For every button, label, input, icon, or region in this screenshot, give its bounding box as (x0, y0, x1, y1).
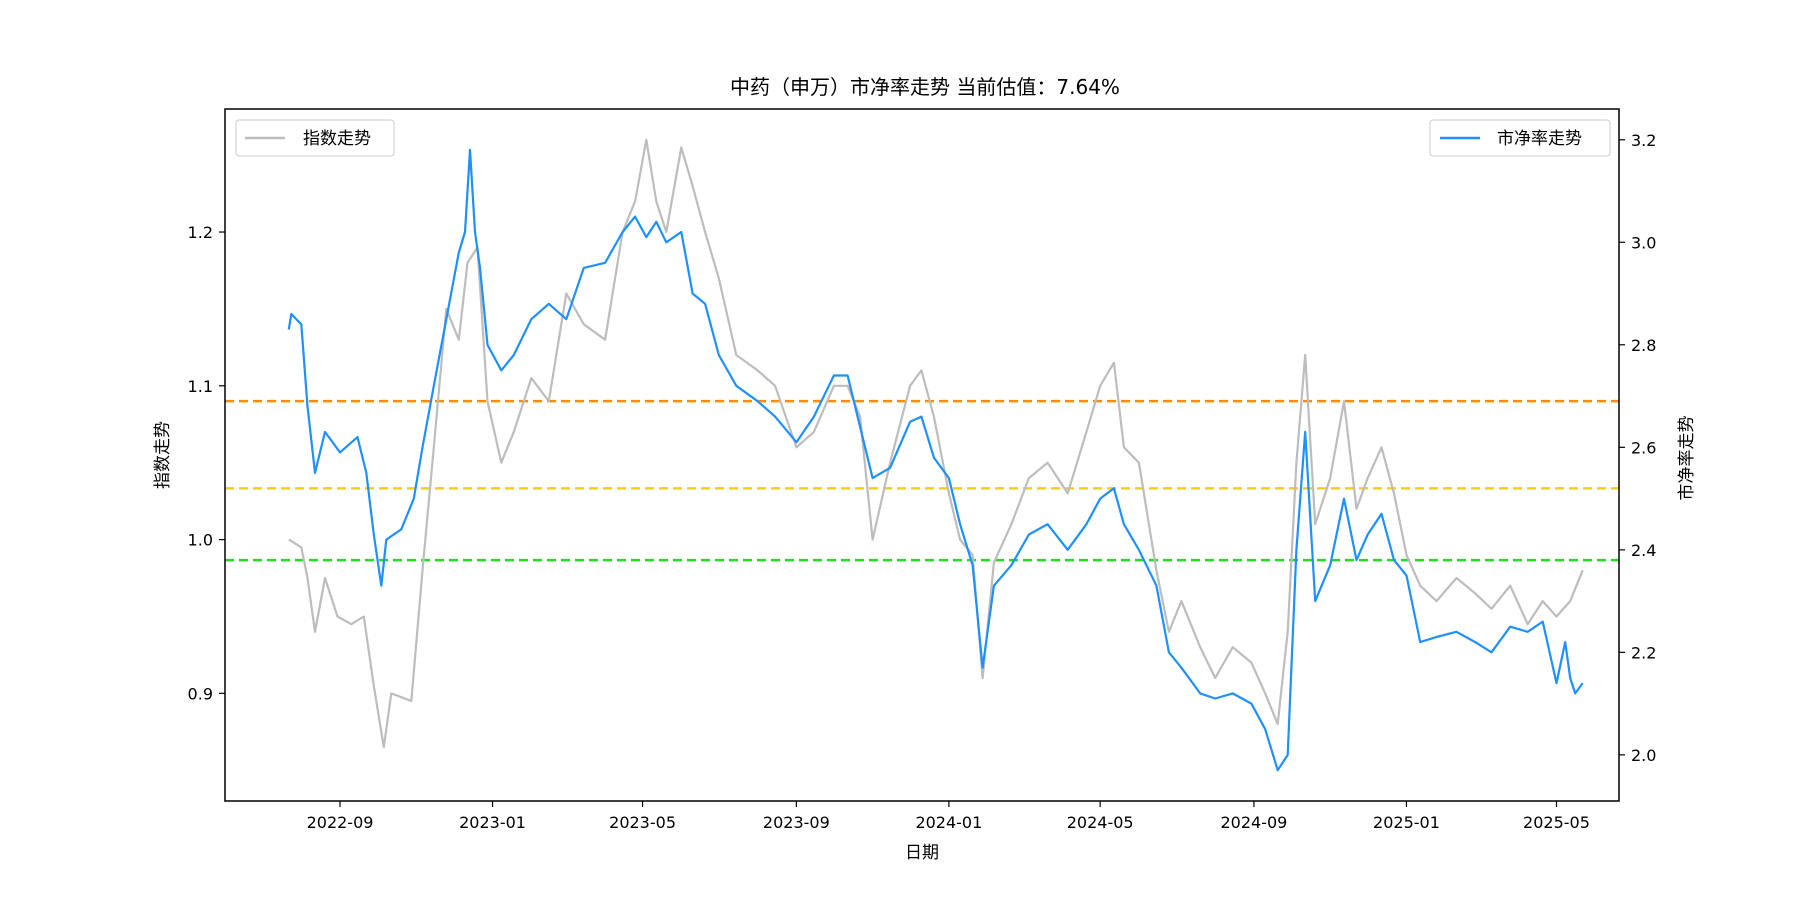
pb-series (287, 148, 1584, 772)
y-right-tick-label: 3.0 (1631, 233, 1656, 252)
y-right-tick-label: 2.8 (1631, 336, 1656, 355)
legend-right-label: 市净率走势 (1497, 129, 1582, 149)
index-series (288, 138, 1584, 749)
legend-right: 市净率走势 (1429, 119, 1611, 157)
legend-left-label: 指数走势 (303, 129, 371, 149)
series-line-index (288, 138, 1584, 749)
x-tick-label: 2023-09 (763, 813, 830, 832)
y-axis-left-title: 指数走势 (153, 421, 173, 489)
series-line-pb (287, 148, 1584, 772)
chart-title: 中药（申万）市净率走势 当前估值：7.64% (730, 75, 1120, 99)
plot-frame (224, 108, 1620, 802)
x-axis: 2022-09 2023-01 2023-05 2023-09 2024-01 2024-… (307, 801, 1590, 832)
legend-right-box (1429, 119, 1611, 157)
x-tick-label: 2025-01 (1373, 813, 1440, 832)
y-right-tick-label: 3.2 (1631, 131, 1656, 150)
y-left-tick-label: 1.0 (188, 531, 213, 550)
legend-left-box (235, 119, 395, 157)
legend-left: 指数走势 (235, 119, 395, 157)
y-left-tick-label: 0.9 (188, 684, 213, 703)
y-right-tick-label: 2.0 (1631, 746, 1656, 765)
y-axis-left: 0.9 1.0 1.1 1.2 (188, 223, 225, 703)
x-tick-label: 2024-01 (915, 813, 982, 832)
x-tick-label: 2024-05 (1067, 813, 1134, 832)
x-axis-title: 日期 (905, 843, 939, 863)
x-tick-label: 2023-01 (459, 813, 526, 832)
y-left-tick-label: 1.1 (188, 377, 213, 396)
y-right-tick-label: 2.2 (1631, 643, 1656, 662)
reference-lines (225, 399, 1619, 562)
y-axis-right: 2.0 2.2 2.4 2.6 2.8 3.0 3.2 (1619, 131, 1656, 765)
x-tick-label: 2025-05 (1523, 813, 1590, 832)
x-tick-label: 2022-09 (307, 813, 374, 832)
x-tick-label: 2023-05 (609, 813, 676, 832)
y-right-tick-label: 2.6 (1631, 438, 1656, 457)
x-tick-label: 2024-09 (1221, 813, 1288, 832)
y-axis-right-title: 市净率走势 (1677, 416, 1697, 501)
y-right-tick-label: 2.4 (1631, 541, 1656, 560)
y-left-tick-label: 1.2 (188, 223, 213, 242)
